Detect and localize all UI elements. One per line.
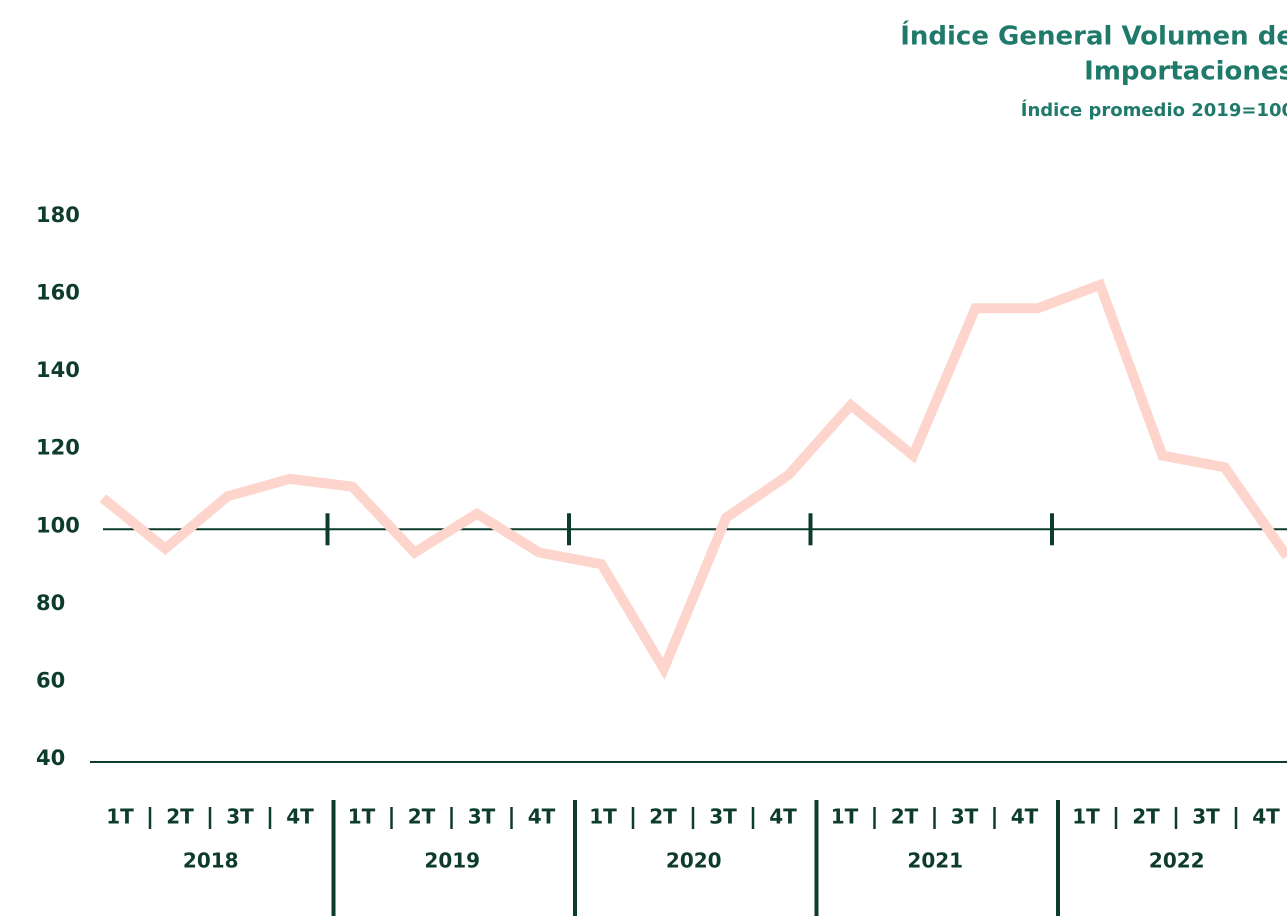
year-label: 2018 [183, 849, 239, 873]
x-tick-label: 4T [1011, 805, 1039, 829]
x-tick-label: 1T [1072, 805, 1100, 829]
x-tick-label: 4T [286, 805, 314, 829]
x-tick-label: 3T [1192, 805, 1220, 829]
year-label: 2021 [907, 849, 963, 873]
year-label: 2022 [1149, 849, 1205, 873]
year-label: 2019 [424, 849, 480, 873]
y-tick-label: 120 [36, 436, 80, 460]
x-tick-label: 2T [166, 805, 194, 829]
y-tick-label: 60 [36, 668, 65, 692]
x-tick-label: 1T [589, 805, 617, 829]
y-tick-label: 140 [36, 358, 80, 382]
y-tick-label: 40 [36, 746, 65, 770]
x-tick-label: 2T [408, 805, 436, 829]
chart-title: Importaciones [1084, 57, 1287, 87]
x-tick-label: 1T [831, 805, 859, 829]
y-tick-label: 100 [36, 513, 80, 537]
x-tick-label: 1T [106, 805, 134, 829]
x-tick-label: 2T [891, 805, 919, 829]
chart-title: Índice General Volumen de [900, 20, 1287, 52]
x-tick-label: 1T [348, 805, 376, 829]
x-tick-label: 3T [226, 805, 254, 829]
chart-subtitle: Índice promedio 2019=100 [1021, 99, 1287, 121]
x-tick-label: 4T [769, 805, 797, 829]
y-tick-label: 160 [36, 281, 80, 305]
x-tick-label: 4T [528, 805, 556, 829]
year-label: 2020 [666, 849, 722, 873]
x-tick-label: 3T [468, 805, 496, 829]
x-tick-label: 4T [1252, 805, 1280, 829]
x-tick-label: 2T [1132, 805, 1160, 829]
x-tick-label: 3T [951, 805, 979, 829]
x-tick-label: 3T [709, 805, 737, 829]
y-tick-label: 180 [36, 203, 80, 227]
data-line [99, 278, 1287, 681]
x-tick-label: 2T [649, 805, 677, 829]
y-tick-label: 80 [36, 591, 65, 615]
